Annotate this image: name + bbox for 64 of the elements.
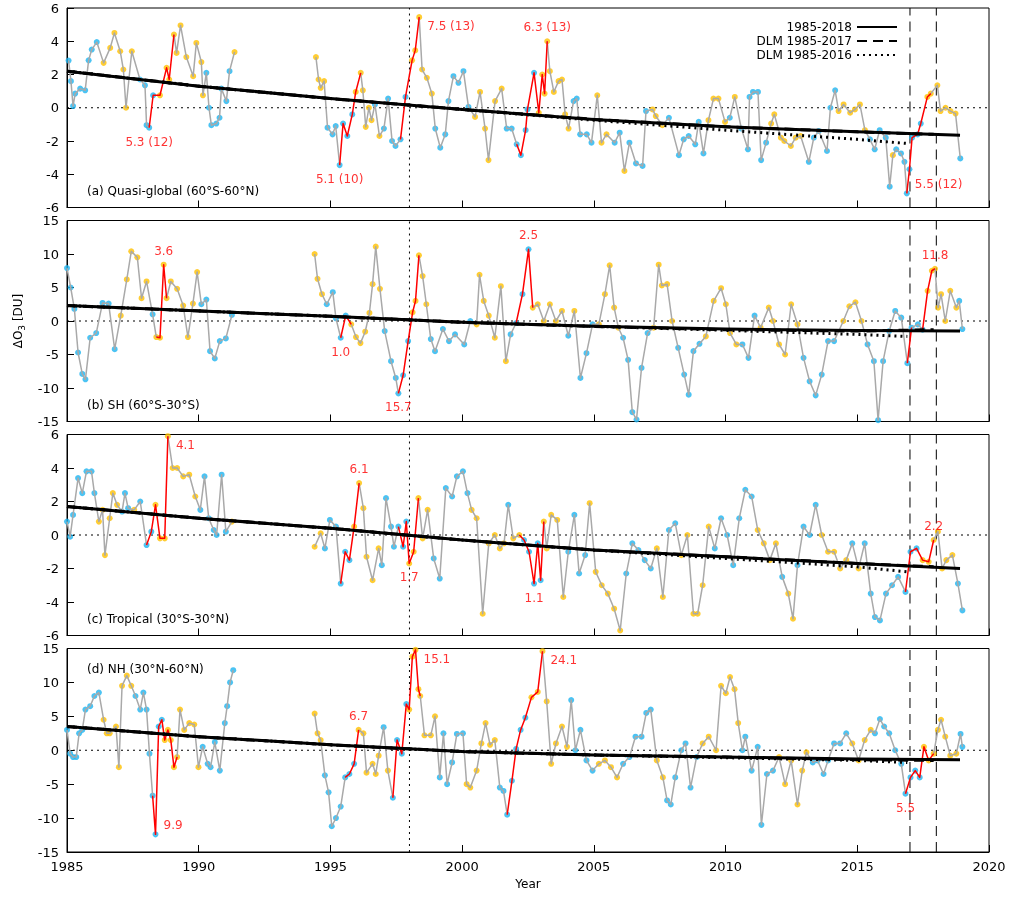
y-tick-label: 2 [50,67,59,82]
y-tick-label: 15 [42,641,59,656]
y-tick-label: -6 [46,628,59,643]
x-tick-label: 1995 [313,859,347,874]
x-tick-label: 2010 [709,859,743,874]
y-tick-label: -4 [46,594,59,610]
y-tick-label: -5 [46,776,59,792]
y-tick-label: 5 [50,280,59,295]
annotation: 5.1 (10) [315,172,364,187]
annotation: 2.5 [518,228,539,243]
x-tick-label: 2020 [972,859,1006,874]
text: (b) SH (60°S-30°S) [87,398,200,412]
annotation: 2.2 [924,519,944,534]
y-tick-label: 0 [50,100,59,116]
text: (d) NH (30°N-60°N) [87,662,204,676]
x-tick-label: 2015 [840,859,874,874]
y-tick-label: -10 [37,810,59,826]
annotation: 6.1 [349,462,369,477]
y-tick-label: -4 [46,166,59,182]
y-tick-label: 4 [50,460,59,476]
y-tick-label: -10 [37,380,59,396]
legend-label: DLM 1985-2016 [756,48,852,62]
y-tick-label: 4 [50,33,59,49]
x-tick-label: 2000 [445,859,479,874]
annotation: 5.3 (12) [125,134,173,149]
y-tick-label: -6 [46,200,59,215]
x-tick-label: 1985 [50,859,84,874]
x-axis-title: Year [514,877,541,891]
y-tick-label: 0 [50,313,59,329]
y-tick-label: -2 [46,561,59,576]
y-tick-label: 6 [50,427,59,442]
y-tick-label: 0 [50,742,59,758]
y-tick-label: 10 [42,674,59,690]
legend-label: 1985-2018 [786,20,852,34]
y-tick-label: 10 [42,246,59,262]
annotation: 1.1 [524,590,544,605]
annotation: 1.7 [399,570,419,585]
y-axis-title: ΔO3 [DU] [11,293,28,349]
annotation: 5.5 (12) [914,177,963,192]
annotation: 3.6 [154,243,174,258]
annotation: 1.0 [331,344,351,359]
annotation: 5.5 [895,800,916,815]
annotation: 6.7 [349,708,369,723]
y-tick-label: -5 [46,347,59,362]
y-tick-label: -15 [37,414,59,429]
y-tick-label: 5 [50,708,59,724]
x-tick-label: 2005 [577,859,611,874]
annotation: 15.1 [423,651,451,666]
text: (a) Quasi-global (60°S-60°N) [87,184,260,198]
annotation: 6.3 (13) [523,20,571,35]
x-tick-label: 1990 [182,859,216,874]
annotation: 24.1 [550,653,578,668]
y-tick-label: 0 [50,527,59,543]
y-tick-label: 6 [50,0,59,16]
y-tick-label: 2 [50,494,59,509]
text: (c) Tropical (30°S-30°N) [87,612,230,626]
annotation: 9.9 [163,818,183,833]
annotation: 7.5 (13) [427,19,475,34]
legend-label: DLM 1985-2017 [756,34,852,48]
annotation: 15.7 [385,400,412,415]
y-tick-label: -2 [46,133,59,149]
annotation: 4.1 [175,438,195,453]
y-tick-label: -15 [37,844,59,860]
y-tick-label: 15 [42,213,59,228]
